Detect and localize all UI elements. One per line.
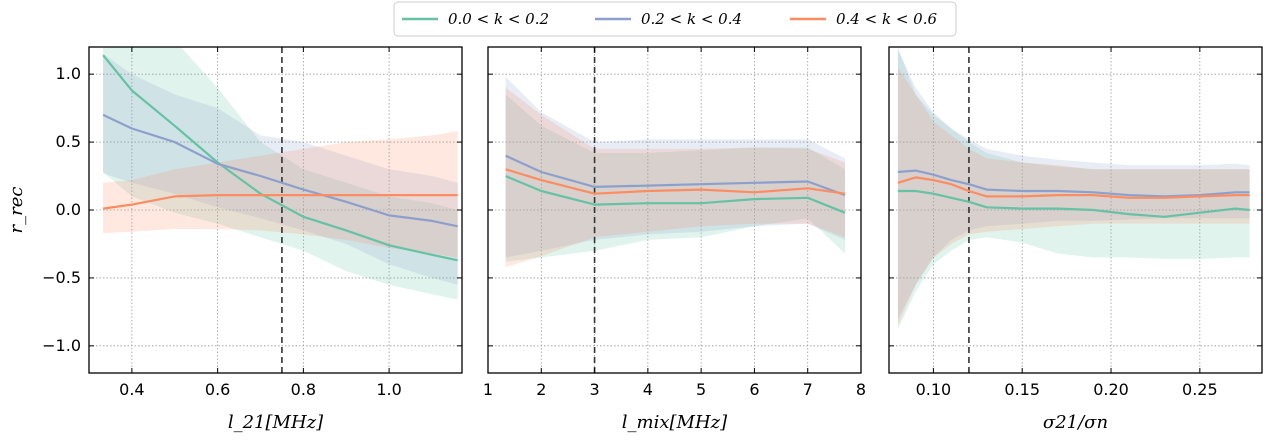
x-axis-label: σ21/σn [1043, 412, 1108, 433]
line-series-1 [897, 189, 1250, 218]
y-tick-label: −1.0 [42, 336, 81, 355]
line-series-3 [897, 176, 1250, 199]
y-tick-label: 0.5 [56, 132, 81, 151]
y-tick-label: −0.5 [42, 268, 81, 287]
x-tick-label: 0.8 [291, 380, 316, 399]
x-tick-label: 0.15 [1004, 380, 1040, 399]
x-tick-label: 5 [696, 380, 706, 399]
x-tick-label: 7 [803, 380, 813, 399]
x-tick-label: 0.10 [916, 380, 952, 399]
y-axis-label: r_rec [6, 187, 27, 234]
x-tick-label: 0.4 [119, 380, 144, 399]
band-series-3 [505, 87, 845, 268]
panel-data [897, 47, 1250, 373]
legend: 0.0 < k < 0.2 0.2 < k < 0.4 0.4 < k < 0.6 [393, 1, 957, 37]
band-series-1 [897, 47, 1250, 330]
legend-label-2: 0.2 < k < 0.4 [641, 10, 742, 28]
panel-data [102, 47, 458, 373]
x-tick-label: 4 [643, 380, 653, 399]
x-axis-label: l_mix[MHz] [622, 412, 728, 433]
panel-1: 0.4 0.6 0.8 1.0 −1.0 −0.5 0.0 0.5 1.0 l_21[MHz] [42, 46, 463, 433]
x-tick-label: 1 [483, 380, 493, 399]
x-tick-label: 1.0 [376, 380, 401, 399]
x-tick-label: 0.20 [1093, 380, 1129, 399]
line-series-2 [102, 113, 458, 228]
x-tick-label: 3 [589, 380, 599, 399]
line-series-1 [102, 54, 458, 262]
panel-2: 1 2 3 4 5 6 7 8 l_mix[MHz] [483, 46, 866, 433]
legend-label-3: 0.4 < k < 0.6 [836, 10, 937, 28]
x-tick-label: 2 [536, 380, 546, 399]
line-series-2 [505, 154, 846, 197]
legend-box [393, 1, 957, 37]
band-series-2 [897, 49, 1250, 319]
line-series-2 [897, 169, 1250, 198]
band-series-3 [897, 67, 1250, 326]
x-tick-label: 0.6 [205, 380, 230, 399]
legend-label-1: 0.0 < k < 0.2 [448, 10, 549, 28]
x-tick-label: 0.25 [1182, 380, 1218, 399]
x-tick-label: 8 [856, 380, 866, 399]
panels: 0.4 0.6 0.8 1.0 −1.0 −0.5 0.0 0.5 1.0 l_21[MHz] 1 2… [42, 46, 1263, 433]
band-series-2 [505, 76, 845, 258]
line-series-3 [505, 168, 846, 195]
line-series-1 [505, 174, 846, 214]
x-tick-label: 6 [749, 380, 759, 399]
panel-3: 0.10 0.15 0.20 0.25 σ21/σn [888, 46, 1263, 433]
y-tick-label: 1.0 [56, 64, 81, 83]
line-series-3 [102, 194, 458, 210]
band-series-1 [505, 94, 845, 262]
panel-data [505, 47, 846, 373]
band-series-2 [103, 53, 458, 285]
y-tick-label: 0.0 [56, 200, 81, 219]
band-series-1 [103, 47, 458, 300]
x-axis-label: l_21[MHz] [228, 412, 324, 433]
